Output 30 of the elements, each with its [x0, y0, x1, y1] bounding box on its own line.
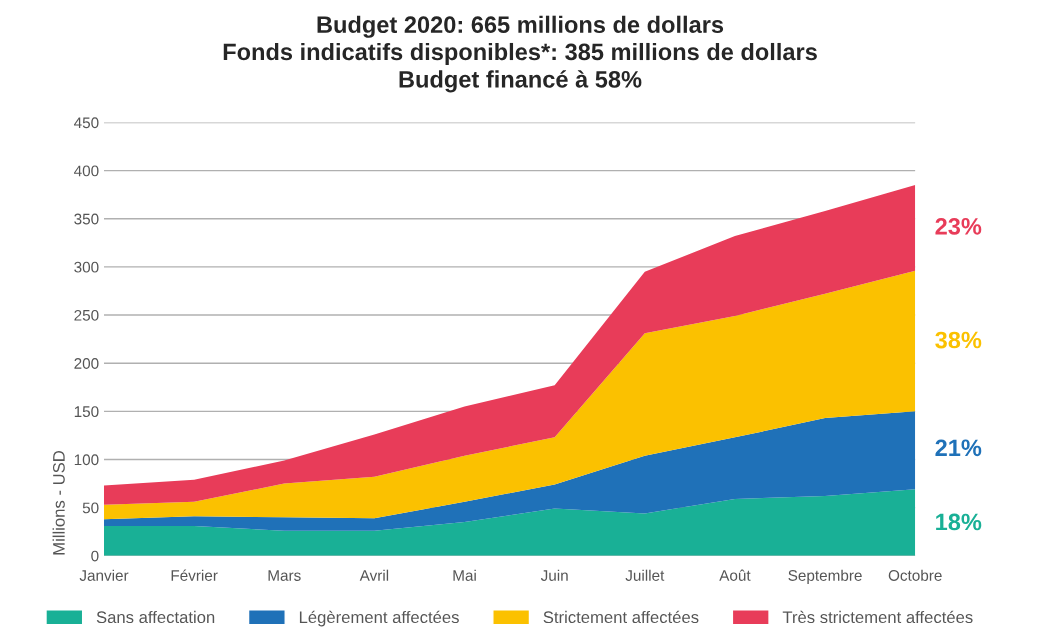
annotation: 21% — [935, 439, 982, 457]
legend-label: Strictement affectées — [543, 610, 699, 624]
chart-title: Budget 2020: 665 millions de dollars Fonds indicatifs disponibles*: 385 millions de dollars Budget financé à 58% — [223, 15, 817, 93]
y-tick-label: 450 — [74, 117, 99, 129]
annotation: 18% — [936, 513, 982, 531]
y-tick-label: 200 — [74, 358, 99, 369]
legend-label: Sans affectation — [96, 610, 215, 624]
y-tick-label: 300 — [74, 261, 99, 273]
x-tick-label: Août — [719, 569, 751, 581]
y-tick-label: 250 — [74, 309, 99, 321]
y-tick-label: 100 — [74, 454, 99, 466]
x-tick-label: Mars — [268, 570, 301, 581]
x-tick-label: Septembre — [788, 569, 862, 584]
x-tick-label: Février — [171, 569, 218, 581]
y-tick-label: 400 — [74, 165, 99, 177]
x-tick-label: Juillet — [625, 569, 665, 581]
legend-label: Légèrement affectées — [299, 610, 459, 627]
y-axis-title: Millions - USD — [52, 451, 65, 555]
y-tick-label: 0 — [91, 550, 99, 562]
x-tick-label: Octobre — [888, 569, 942, 581]
x-tick-label: Juin — [540, 569, 568, 581]
annotation: 23% — [935, 218, 982, 235]
y-tick-label: 150 — [74, 406, 99, 418]
y-tick-label: 350 — [74, 213, 99, 225]
x-tick-label: Janvier — [79, 569, 129, 581]
legend-label: Très strictement affectées — [782, 610, 973, 624]
annotation: 38% — [935, 331, 982, 349]
x-tick-label: Avril — [359, 569, 389, 581]
x-tick-label: Mai — [453, 569, 476, 581]
y-tick-label: 50 — [82, 502, 99, 514]
